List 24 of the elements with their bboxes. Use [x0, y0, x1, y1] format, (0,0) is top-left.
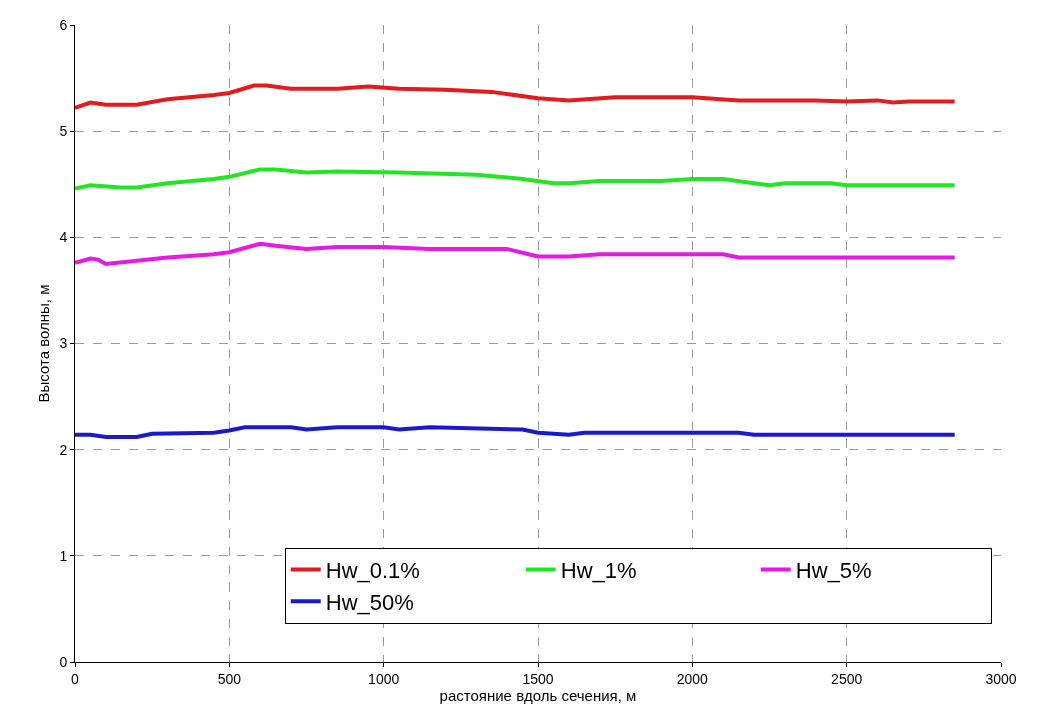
y-tick-label: 5 [59, 123, 68, 140]
x-tick-label: 1500 [522, 670, 554, 687]
line-series [75, 167, 957, 191]
legend-label: Hw_0.1% [325, 558, 420, 584]
line-series [75, 83, 957, 110]
x-tick-label: 3000 [985, 670, 1017, 687]
line-series [75, 241, 957, 266]
y-tick-label: 4 [59, 229, 68, 246]
x-tick-label: 2500 [831, 670, 863, 687]
line-series [75, 425, 957, 439]
x-tick-label: 2000 [676, 670, 709, 687]
y-tick-label: 0 [59, 653, 68, 670]
x-axis-title: растояние вдоль сечения, м [439, 686, 637, 704]
legend-label: Hw_5% [795, 558, 872, 584]
legend-label: Hw_1% [560, 558, 637, 584]
y-tick-label: 1 [59, 547, 68, 564]
y-tick-label: 6 [59, 16, 68, 33]
y-tick-label: 3 [59, 335, 68, 352]
legend-label: Hw_50% [325, 589, 414, 615]
y-tick-label: 2 [59, 441, 68, 458]
x-tick-label: 0 [71, 670, 80, 687]
y-axis-title: Высота волны, м [34, 284, 52, 403]
x-tick-label: 500 [217, 670, 242, 687]
x-tick-label: 1000 [368, 670, 400, 687]
